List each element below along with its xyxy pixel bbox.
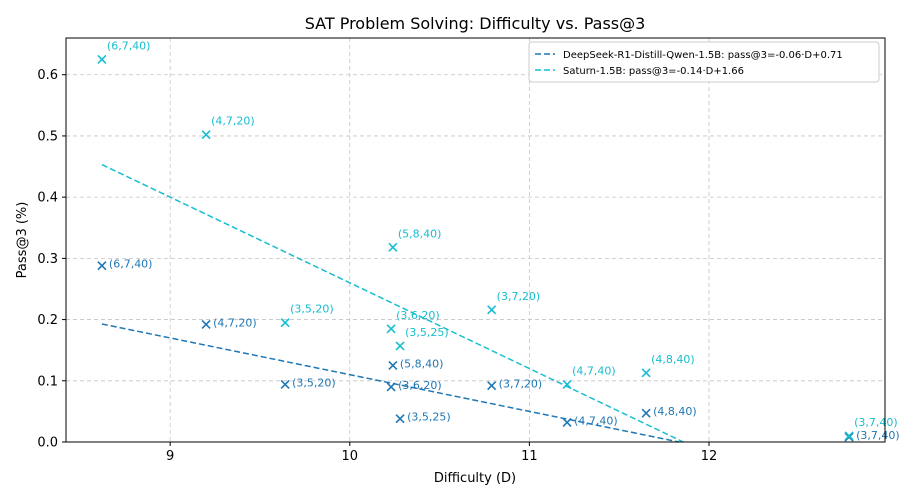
data-points xyxy=(97,54,854,442)
chart-title: SAT Problem Solving: Difficulty vs. Pass… xyxy=(305,14,646,33)
data-point xyxy=(386,382,396,392)
data-point xyxy=(280,379,290,390)
data-point xyxy=(487,381,497,391)
y-tick-label: 0.2 xyxy=(37,313,58,328)
point-label: (4,7,20) xyxy=(213,316,257,329)
data-point xyxy=(562,379,572,390)
x-tick-label: 12 xyxy=(701,449,718,464)
point-label: (3,5,25) xyxy=(407,411,451,424)
point-label: (5,8,40) xyxy=(400,357,444,370)
point-label: (3,6,20) xyxy=(398,379,442,392)
data-point xyxy=(97,54,107,64)
trend-line xyxy=(101,323,680,443)
y-tick-label: 0.6 xyxy=(37,68,58,83)
point-label: (4,7,40) xyxy=(572,364,616,377)
data-point xyxy=(844,432,854,442)
plot-frame xyxy=(65,37,886,443)
data-point xyxy=(641,408,651,418)
legend: DeepSeek-R1-Distill-Qwen-1.5B: pass@3=-0… xyxy=(528,41,880,83)
point-label: (3,7,40) xyxy=(856,429,900,442)
point-labels: (6,7,40) (4,7,20) (3,5,20) (5,8,40) (3,6,20)… xyxy=(107,39,900,442)
y-tick-label: 0.1 xyxy=(37,374,58,389)
trend-lines xyxy=(101,163,684,443)
data-point xyxy=(201,319,211,330)
point-label: (4,8,40) xyxy=(653,405,697,418)
point-label: (6,7,40) xyxy=(109,258,153,271)
y-tick-label: 0.3 xyxy=(37,252,58,267)
legend-box xyxy=(528,41,880,83)
data-point xyxy=(844,431,854,441)
x-axis-title: Difficulty (D) xyxy=(434,471,516,486)
point-label: (4,7,40) xyxy=(574,414,618,427)
point-label: (4,8,40) xyxy=(651,353,695,366)
point-label: (3,7,20) xyxy=(499,378,543,391)
legend-entry: Saturn-1.5B: pass@3=-0.14·D+1.66 xyxy=(563,66,744,77)
data-point xyxy=(280,318,290,328)
data-point xyxy=(487,305,497,315)
data-point xyxy=(386,324,396,334)
point-label: (3,7,40) xyxy=(854,416,898,429)
data-point xyxy=(388,242,398,252)
point-label: (5,8,40) xyxy=(398,227,442,240)
legend-entry: DeepSeek-R1-Distill-Qwen-1.5B: pass@3=-0… xyxy=(563,50,843,61)
x-tick-label: 10 xyxy=(342,449,359,464)
grid xyxy=(66,38,885,443)
y-axis-ticks: 0.0 0.1 0.2 0.3 0.4 0.5 0.6 xyxy=(37,68,66,451)
y-tick-label: 0.5 xyxy=(37,129,58,144)
point-label: (4,7,20) xyxy=(211,115,255,128)
data-point xyxy=(201,130,211,140)
point-label: (6,7,40) xyxy=(107,39,151,52)
y-axis-title: Pass@3 (%) xyxy=(15,202,30,279)
x-tick-label: 11 xyxy=(521,449,538,464)
data-point xyxy=(562,417,572,427)
point-label: (3,5,25) xyxy=(405,326,449,339)
y-tick-label: 0.4 xyxy=(37,191,58,206)
y-tick-label: 0.0 xyxy=(37,436,58,451)
point-label: (3,5,20) xyxy=(290,303,334,316)
data-point xyxy=(395,341,405,351)
data-point xyxy=(641,368,651,378)
x-axis-ticks: 9 10 11 12 xyxy=(166,442,717,464)
data-point xyxy=(388,360,398,371)
data-point xyxy=(395,414,405,424)
x-tick-label: 9 xyxy=(166,449,174,464)
trend-line xyxy=(101,163,684,443)
point-label: (3,6,20) xyxy=(396,309,440,322)
data-point xyxy=(97,261,107,271)
point-label: (3,5,20) xyxy=(292,376,336,389)
point-label: (3,7,20) xyxy=(497,290,541,303)
